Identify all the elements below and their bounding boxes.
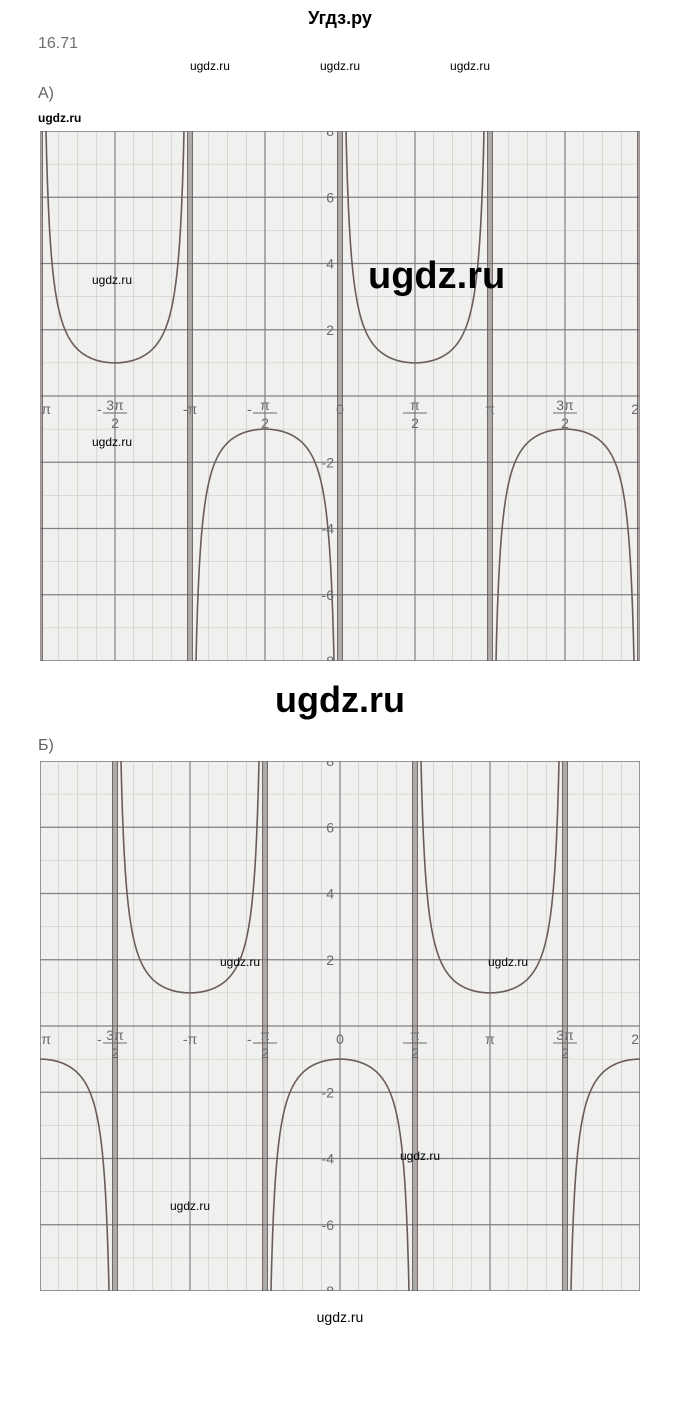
svg-text:2: 2 (261, 1045, 269, 1061)
watermark-row-top: ugdz.ru ugdz.ru ugdz.ru (0, 59, 680, 73)
svg-text:π: π (485, 401, 495, 417)
svg-text:-8: -8 (322, 1283, 335, 1291)
watermark-text: ugdz.ru (190, 59, 230, 73)
problem-number: 16.71 (38, 35, 680, 53)
site-header: Угдз.ру (0, 8, 680, 29)
svg-text:2: 2 (411, 415, 419, 431)
svg-text:8: 8 (326, 761, 334, 769)
chart-a: -8-6-4-22468-2π-3π2-π-π20π2π3π22π (40, 131, 640, 661)
svg-text:3π: 3π (106, 1027, 124, 1043)
watermark-text: ugdz.ru (38, 111, 81, 125)
svg-text:π: π (485, 1031, 495, 1047)
svg-text:4: 4 (326, 256, 334, 272)
svg-text:-2: -2 (322, 454, 335, 470)
watermark-bottom: ugdz.ru (0, 1309, 680, 1325)
watermark-text: ugdz.ru (320, 59, 360, 73)
svg-text:0: 0 (336, 401, 344, 417)
svg-text:-2π: -2π (40, 1031, 51, 1047)
svg-text:-: - (97, 401, 102, 417)
svg-text:2: 2 (411, 1045, 419, 1061)
svg-text:6: 6 (326, 819, 334, 835)
svg-text:-8: -8 (322, 653, 335, 661)
svg-text:2: 2 (326, 952, 334, 968)
svg-text:π: π (260, 397, 270, 413)
svg-text:-2π: -2π (40, 401, 51, 417)
svg-text:-: - (97, 1031, 102, 1047)
svg-text:-2: -2 (322, 1084, 335, 1100)
svg-text:6: 6 (326, 189, 334, 205)
svg-text:8: 8 (326, 131, 334, 139)
svg-text:2: 2 (561, 415, 569, 431)
svg-text:π: π (410, 1027, 420, 1043)
svg-text:2: 2 (261, 415, 269, 431)
svg-text:-: - (247, 401, 252, 417)
svg-text:3π: 3π (556, 397, 574, 413)
svg-text:-4: -4 (322, 1151, 335, 1167)
svg-text:3π: 3π (106, 397, 124, 413)
svg-text:-6: -6 (322, 1217, 335, 1233)
svg-text:0: 0 (336, 1031, 344, 1047)
chart-b: -8-6-4-22468-2π-3π2-π-π20π2π3π22π (40, 761, 640, 1291)
svg-text:-6: -6 (322, 587, 335, 603)
svg-text:3π: 3π (556, 1027, 574, 1043)
svg-text:-π: -π (183, 401, 198, 417)
chart-b-container: -8-6-4-22468-2π-3π2-π-π20π2π3π22π ugdz.r… (40, 761, 640, 1291)
svg-text:-4: -4 (322, 521, 335, 537)
svg-text:-: - (247, 1031, 252, 1047)
part-b-label: Б) (38, 737, 680, 755)
svg-text:4: 4 (326, 886, 334, 902)
svg-text:2π: 2π (631, 401, 640, 417)
svg-text:2: 2 (561, 1045, 569, 1061)
svg-text:-π: -π (183, 1031, 198, 1047)
svg-text:2: 2 (111, 1045, 119, 1061)
svg-text:2: 2 (111, 415, 119, 431)
svg-text:2: 2 (326, 322, 334, 338)
chart-a-container: -8-6-4-22468-2π-3π2-π-π20π2π3π22π ugdz.r… (40, 131, 640, 661)
watermark-text: ugdz.ru (450, 59, 490, 73)
part-a-label: А) (38, 85, 680, 103)
svg-text:π: π (410, 397, 420, 413)
watermark-big-mid: ugdz.ru (0, 679, 680, 721)
page: Угдз.ру 16.71 ugdz.ru ugdz.ru ugdz.ru А)… (0, 0, 680, 1345)
svg-text:2π: 2π (631, 1031, 640, 1047)
svg-text:π: π (260, 1027, 270, 1043)
